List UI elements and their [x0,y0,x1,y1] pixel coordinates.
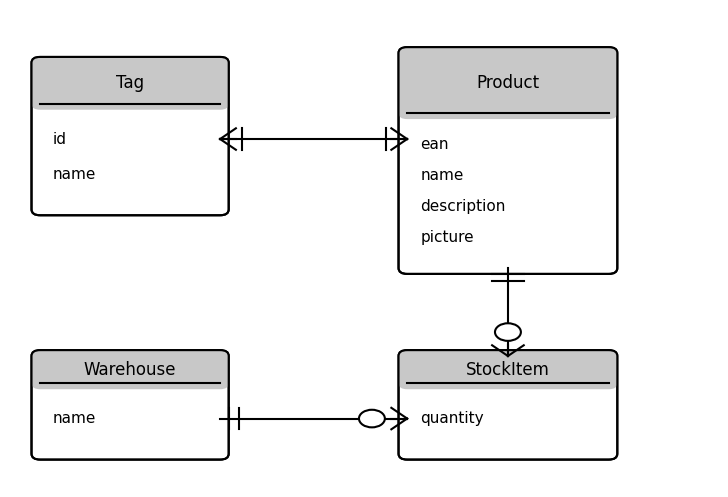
FancyBboxPatch shape [31,350,229,389]
Circle shape [495,323,521,341]
Text: ean: ean [420,137,448,152]
Text: Warehouse: Warehouse [84,361,176,379]
FancyBboxPatch shape [398,47,617,119]
FancyBboxPatch shape [398,350,617,389]
Text: picture: picture [420,230,474,245]
Text: description: description [420,199,505,214]
Circle shape [359,410,385,427]
FancyBboxPatch shape [408,83,607,113]
FancyBboxPatch shape [41,83,218,104]
Text: Tag: Tag [116,75,144,92]
FancyBboxPatch shape [41,370,218,383]
FancyBboxPatch shape [398,350,617,460]
Text: name: name [53,166,97,182]
FancyBboxPatch shape [31,57,229,215]
Text: Product: Product [476,74,539,92]
Text: id: id [53,132,67,147]
FancyBboxPatch shape [31,350,229,460]
FancyBboxPatch shape [408,370,607,383]
Text: name: name [53,411,97,426]
FancyBboxPatch shape [31,57,229,110]
Text: quantity: quantity [420,411,484,426]
Text: name: name [420,167,464,183]
Text: StockItem: StockItem [466,361,550,379]
FancyBboxPatch shape [398,47,617,274]
